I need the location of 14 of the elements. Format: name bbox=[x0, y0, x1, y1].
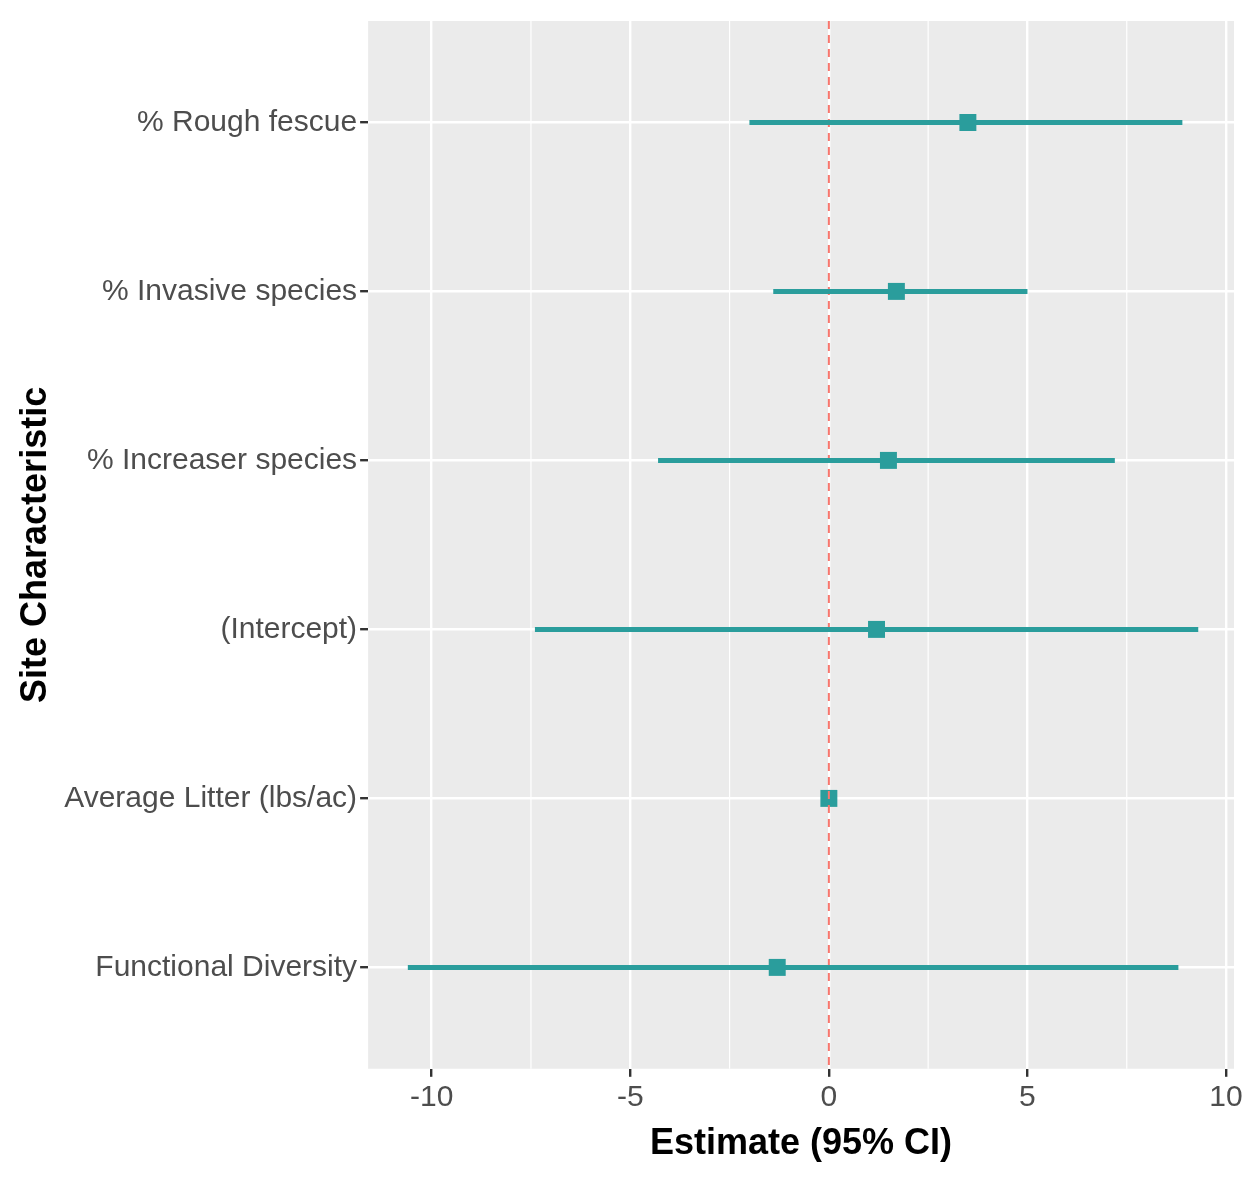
y-tick-label: % Invasive species bbox=[101, 272, 358, 306]
y-tick-label: % Increaser species bbox=[86, 441, 358, 475]
x-tick-label: 0 bbox=[820, 1079, 838, 1113]
x-tick-label: -10 bbox=[409, 1079, 454, 1113]
y-tick-label: (Intercept) bbox=[220, 610, 358, 644]
x-axis-title: Estimate (95% CI) bbox=[650, 1121, 953, 1163]
y-axis-title: Site Characteristic bbox=[12, 386, 54, 703]
x-tick-label: 5 bbox=[1019, 1079, 1036, 1113]
y-tick-label: Functional Diversity bbox=[95, 948, 358, 982]
x-tick-label: 10 bbox=[1209, 1079, 1243, 1113]
point bbox=[820, 789, 838, 807]
y-tick-label: % Rough fescue bbox=[136, 103, 358, 137]
x-tick-label: -5 bbox=[616, 1079, 644, 1113]
y-tick-label: Average Litter (lbs/ac) bbox=[64, 779, 358, 813]
